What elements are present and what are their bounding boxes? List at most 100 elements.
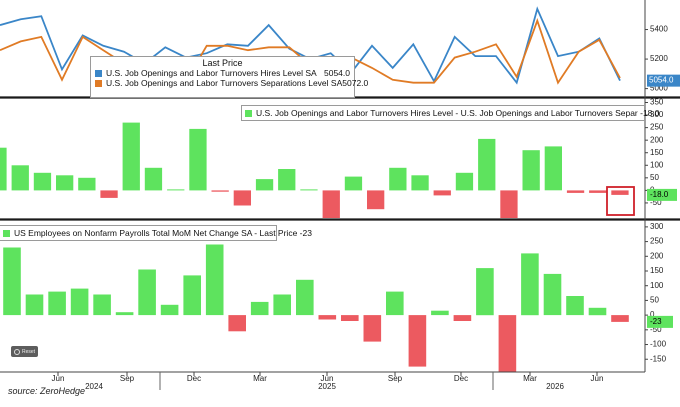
y-tick-label-bottom: -100 [650,340,667,349]
bar-middle [589,190,607,193]
axis-badge-middle [647,188,677,201]
source-caption: source: ZeroHedge [8,386,86,396]
y-tick-label-middle: 150 [650,148,664,157]
bar-middle [122,122,140,191]
axis-badge-top [647,74,680,87]
bar-middle [322,190,340,218]
y-tick-label-middle: 100 [650,160,664,169]
y-tick-label-bottom: 300 [650,222,664,231]
y-tick-label-bottom: 150 [650,266,664,275]
bar-middle [367,190,385,210]
reset-icon [13,348,20,355]
y-tick-label-bottom: 50 [650,296,659,305]
bar-bottom [341,315,359,321]
x-tick-label-year: 2024 [85,382,103,391]
bar-middle [278,169,296,191]
x-tick-label-month: Dec [187,374,201,383]
y-tick-label-bottom: 0 [650,310,655,319]
bar-bottom [250,301,269,316]
middle-legend: U.S. Job Openings and Labor Turnovers Hi… [241,105,660,121]
bar-middle [0,147,7,191]
bar-bottom [318,315,337,320]
legend-label-hires: U.S. Job Openings and Labor Turnovers Hi… [106,68,317,78]
bar-bottom [115,312,134,316]
legend-item-hires: U.S. Job Openings and Labor Turnovers Hi… [91,68,354,78]
bar-middle [56,175,74,191]
bar-bottom [205,244,224,316]
bar-bottom [566,296,584,316]
bar-middle [11,165,29,191]
middle-legend-label: U.S. Job Openings and Labor Turnovers Hi… [256,108,660,118]
bar-middle [478,138,496,191]
y-tick-label-bottom: 250 [650,237,664,246]
legend-label-separations: U.S. Job Openings and Labor Turnovers Se… [106,78,343,88]
bar-bottom [476,268,494,316]
y-tick-label-bottom: 200 [650,251,664,260]
bar-bottom [363,315,382,342]
bar-middle [566,190,585,193]
bar-bottom [498,315,517,373]
y-tick-label-bottom: -150 [650,354,667,363]
reset-button[interactable]: Reset [11,346,38,357]
bar-middle [78,177,96,191]
bar-middle [144,167,163,191]
y-tick-label-bottom: -50 [650,325,662,334]
reset-button-label: Reset [21,348,36,355]
top-legend-title: Last Price [202,58,243,68]
bar-middle [611,190,629,195]
bar-bottom [543,273,562,316]
y-tick-label-top: 5400 [650,25,668,34]
bar-middle [33,172,52,191]
legend-item-separations: U.S. Job Openings and Labor Turnovers Se… [91,78,368,88]
bar-bottom [3,247,21,316]
bar-bottom [160,304,179,316]
bar-middle [344,176,363,191]
bottom-legend-label: US Employees on Nonfarm Payrolls Total M… [14,228,312,238]
bar-middle [433,190,451,196]
bar-middle [522,150,540,191]
bar-bottom [453,315,472,321]
bar-middle [233,190,251,206]
y-tick-label-middle: -50 [650,198,662,207]
y-tick-label-middle: 250 [650,123,664,132]
axis-badge-bottom [647,315,673,328]
bar-middle [544,146,562,191]
bar-bottom [408,315,427,367]
x-tick-label-month: Jun [321,374,334,383]
top-legend: Last Price U.S. Job Openings and Labor T… [90,56,368,98]
bar-middle [255,179,274,191]
bar-bottom [386,291,404,316]
bottom-legend: US Employees on Nonfarm Payrolls Total M… [0,225,312,241]
bar-bottom [25,294,44,316]
bottom-legend-item: US Employees on Nonfarm Payrolls Total M… [0,226,312,240]
bar-middle [300,189,318,191]
bar-bottom [296,279,314,316]
x-tick-label-month: Sep [388,374,403,383]
x-tick-label-year: 2026 [546,382,564,391]
bar-middle [211,190,229,192]
x-tick-label-month: Jun [52,374,65,383]
bar-bottom [48,291,66,316]
bar-middle [455,172,474,191]
legend-value-separations: 5072.0 [342,78,369,88]
bar-middle [167,189,185,191]
y-tick-label-bottom: 100 [650,281,664,290]
legend-swatch-separations [95,79,102,87]
bar-middle [500,190,518,218]
middle-legend-swatch [245,109,252,117]
bar-bottom [93,294,111,316]
y-tick-label-top: 5200 [650,54,668,63]
x-tick-label-year: 2025 [318,382,336,391]
bar-middle [189,128,207,191]
axis-badge-middle-label: -18.0 [650,190,669,199]
bar-bottom [521,253,539,316]
bar-bottom [183,275,201,316]
x-tick-label-month: Mar [253,374,267,383]
x-tick-label-month: Mar [523,374,537,383]
bar-bottom [228,315,246,332]
y-tick-label-middle: 300 [650,110,664,119]
x-tick-label-month: Jun [591,374,604,383]
middle-legend-item: U.S. Job Openings and Labor Turnovers Hi… [242,106,660,120]
